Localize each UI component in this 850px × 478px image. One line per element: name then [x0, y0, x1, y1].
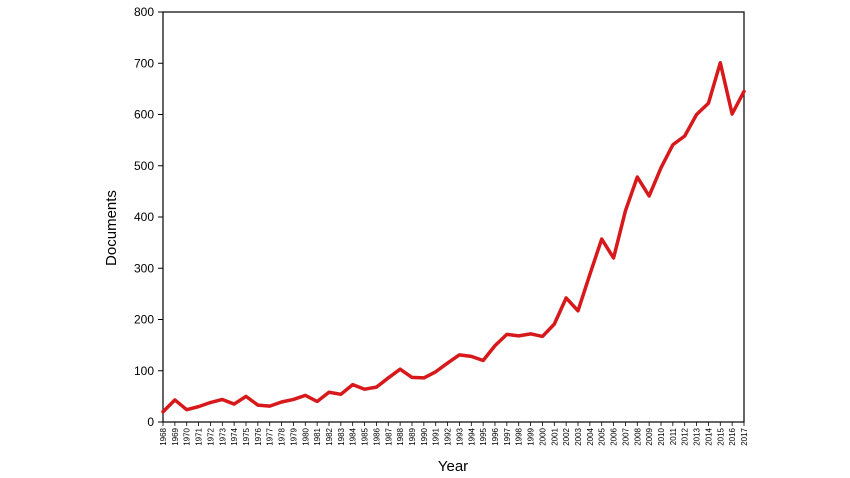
y-tick-label: 200 — [134, 313, 154, 327]
x-tick-label: 1992 — [444, 427, 453, 445]
x-tick-label: 2012 — [681, 427, 690, 445]
x-tick-label: 2009 — [645, 427, 654, 445]
x-tick-label: 1979 — [289, 427, 298, 445]
x-tick-label: 1968 — [159, 427, 168, 445]
x-tick-label: 1989 — [408, 427, 417, 445]
x-tick-label: 2008 — [633, 427, 642, 445]
x-tick-label: 2002 — [562, 427, 571, 445]
x-tick-label: 1978 — [278, 427, 287, 445]
y-tick-label: 600 — [134, 108, 154, 122]
x-tick-label: 1974 — [230, 427, 239, 445]
x-tick-label: 1975 — [242, 427, 251, 445]
x-tick-label: 2014 — [704, 427, 713, 445]
x-tick-label: 1994 — [467, 427, 476, 445]
x-tick-label: 2006 — [610, 427, 619, 445]
x-tick-label: 1973 — [218, 427, 227, 445]
y-axis-ticks: 0 100 200 300 400 500 600 700 800 — [134, 5, 163, 429]
x-tick-label: 2007 — [621, 427, 630, 445]
x-tick-label: 2015 — [716, 427, 725, 445]
y-axis-title: Documents — [103, 190, 120, 266]
x-tick-label: 2000 — [538, 427, 547, 445]
x-tick-label: 1976 — [254, 427, 263, 445]
x-tick-label: 2011 — [669, 427, 678, 445]
y-tick-label: 400 — [134, 210, 154, 224]
x-tick-label: 1980 — [301, 427, 310, 445]
x-tick-label: 1998 — [515, 427, 524, 445]
x-tick-label: 2016 — [728, 427, 737, 445]
x-tick-label: 1977 — [266, 427, 275, 445]
x-tick-label: 2017 — [740, 427, 749, 445]
x-tick-label: 1987 — [384, 427, 393, 445]
y-tick-label: 300 — [134, 261, 154, 275]
x-tick-label: 1971 — [195, 427, 204, 445]
x-tick-label: 2003 — [574, 427, 583, 445]
x-tick-label: 1993 — [455, 427, 464, 445]
x-tick-label: 1988 — [396, 427, 405, 445]
series-line — [161, 60, 746, 414]
y-tick-label: 100 — [134, 364, 154, 378]
y-tick-label: 500 — [134, 159, 154, 173]
x-tick-label: 2004 — [586, 427, 595, 445]
x-tick-label: 2005 — [598, 427, 607, 445]
y-tick-label: 800 — [134, 5, 154, 19]
x-tick-label: 1969 — [171, 427, 180, 445]
x-tick-label: 1983 — [337, 427, 346, 445]
x-tick-label: 1981 — [313, 427, 322, 445]
x-tick-label: 1970 — [183, 427, 192, 445]
x-tick-label: 1996 — [491, 427, 500, 445]
x-tick-label: 1986 — [372, 427, 381, 445]
x-tick-label: 1995 — [479, 427, 488, 445]
x-tick-label: 1985 — [361, 427, 370, 445]
x-axis-ticks: 1968 1969 1970 1971 1972 1973 1974 1975 1976 1977… — [159, 422, 749, 446]
x-tick-label: 1991 — [432, 427, 441, 445]
x-axis-title: Year — [438, 458, 468, 475]
x-tick-label: 1982 — [325, 427, 334, 445]
x-tick-label: 1997 — [503, 427, 512, 445]
x-tick-label: 1984 — [349, 427, 358, 445]
x-tick-label: 1972 — [206, 427, 215, 445]
x-tick-label: 1999 — [527, 427, 536, 445]
x-tick-label: 2010 — [657, 427, 666, 445]
y-tick-label: 700 — [134, 56, 154, 70]
y-tick-label: 0 — [147, 415, 154, 429]
x-tick-label: 1990 — [420, 427, 429, 445]
x-tick-label: 2013 — [693, 427, 702, 445]
series-layer — [161, 60, 746, 414]
x-tick-label: 2001 — [550, 427, 559, 445]
